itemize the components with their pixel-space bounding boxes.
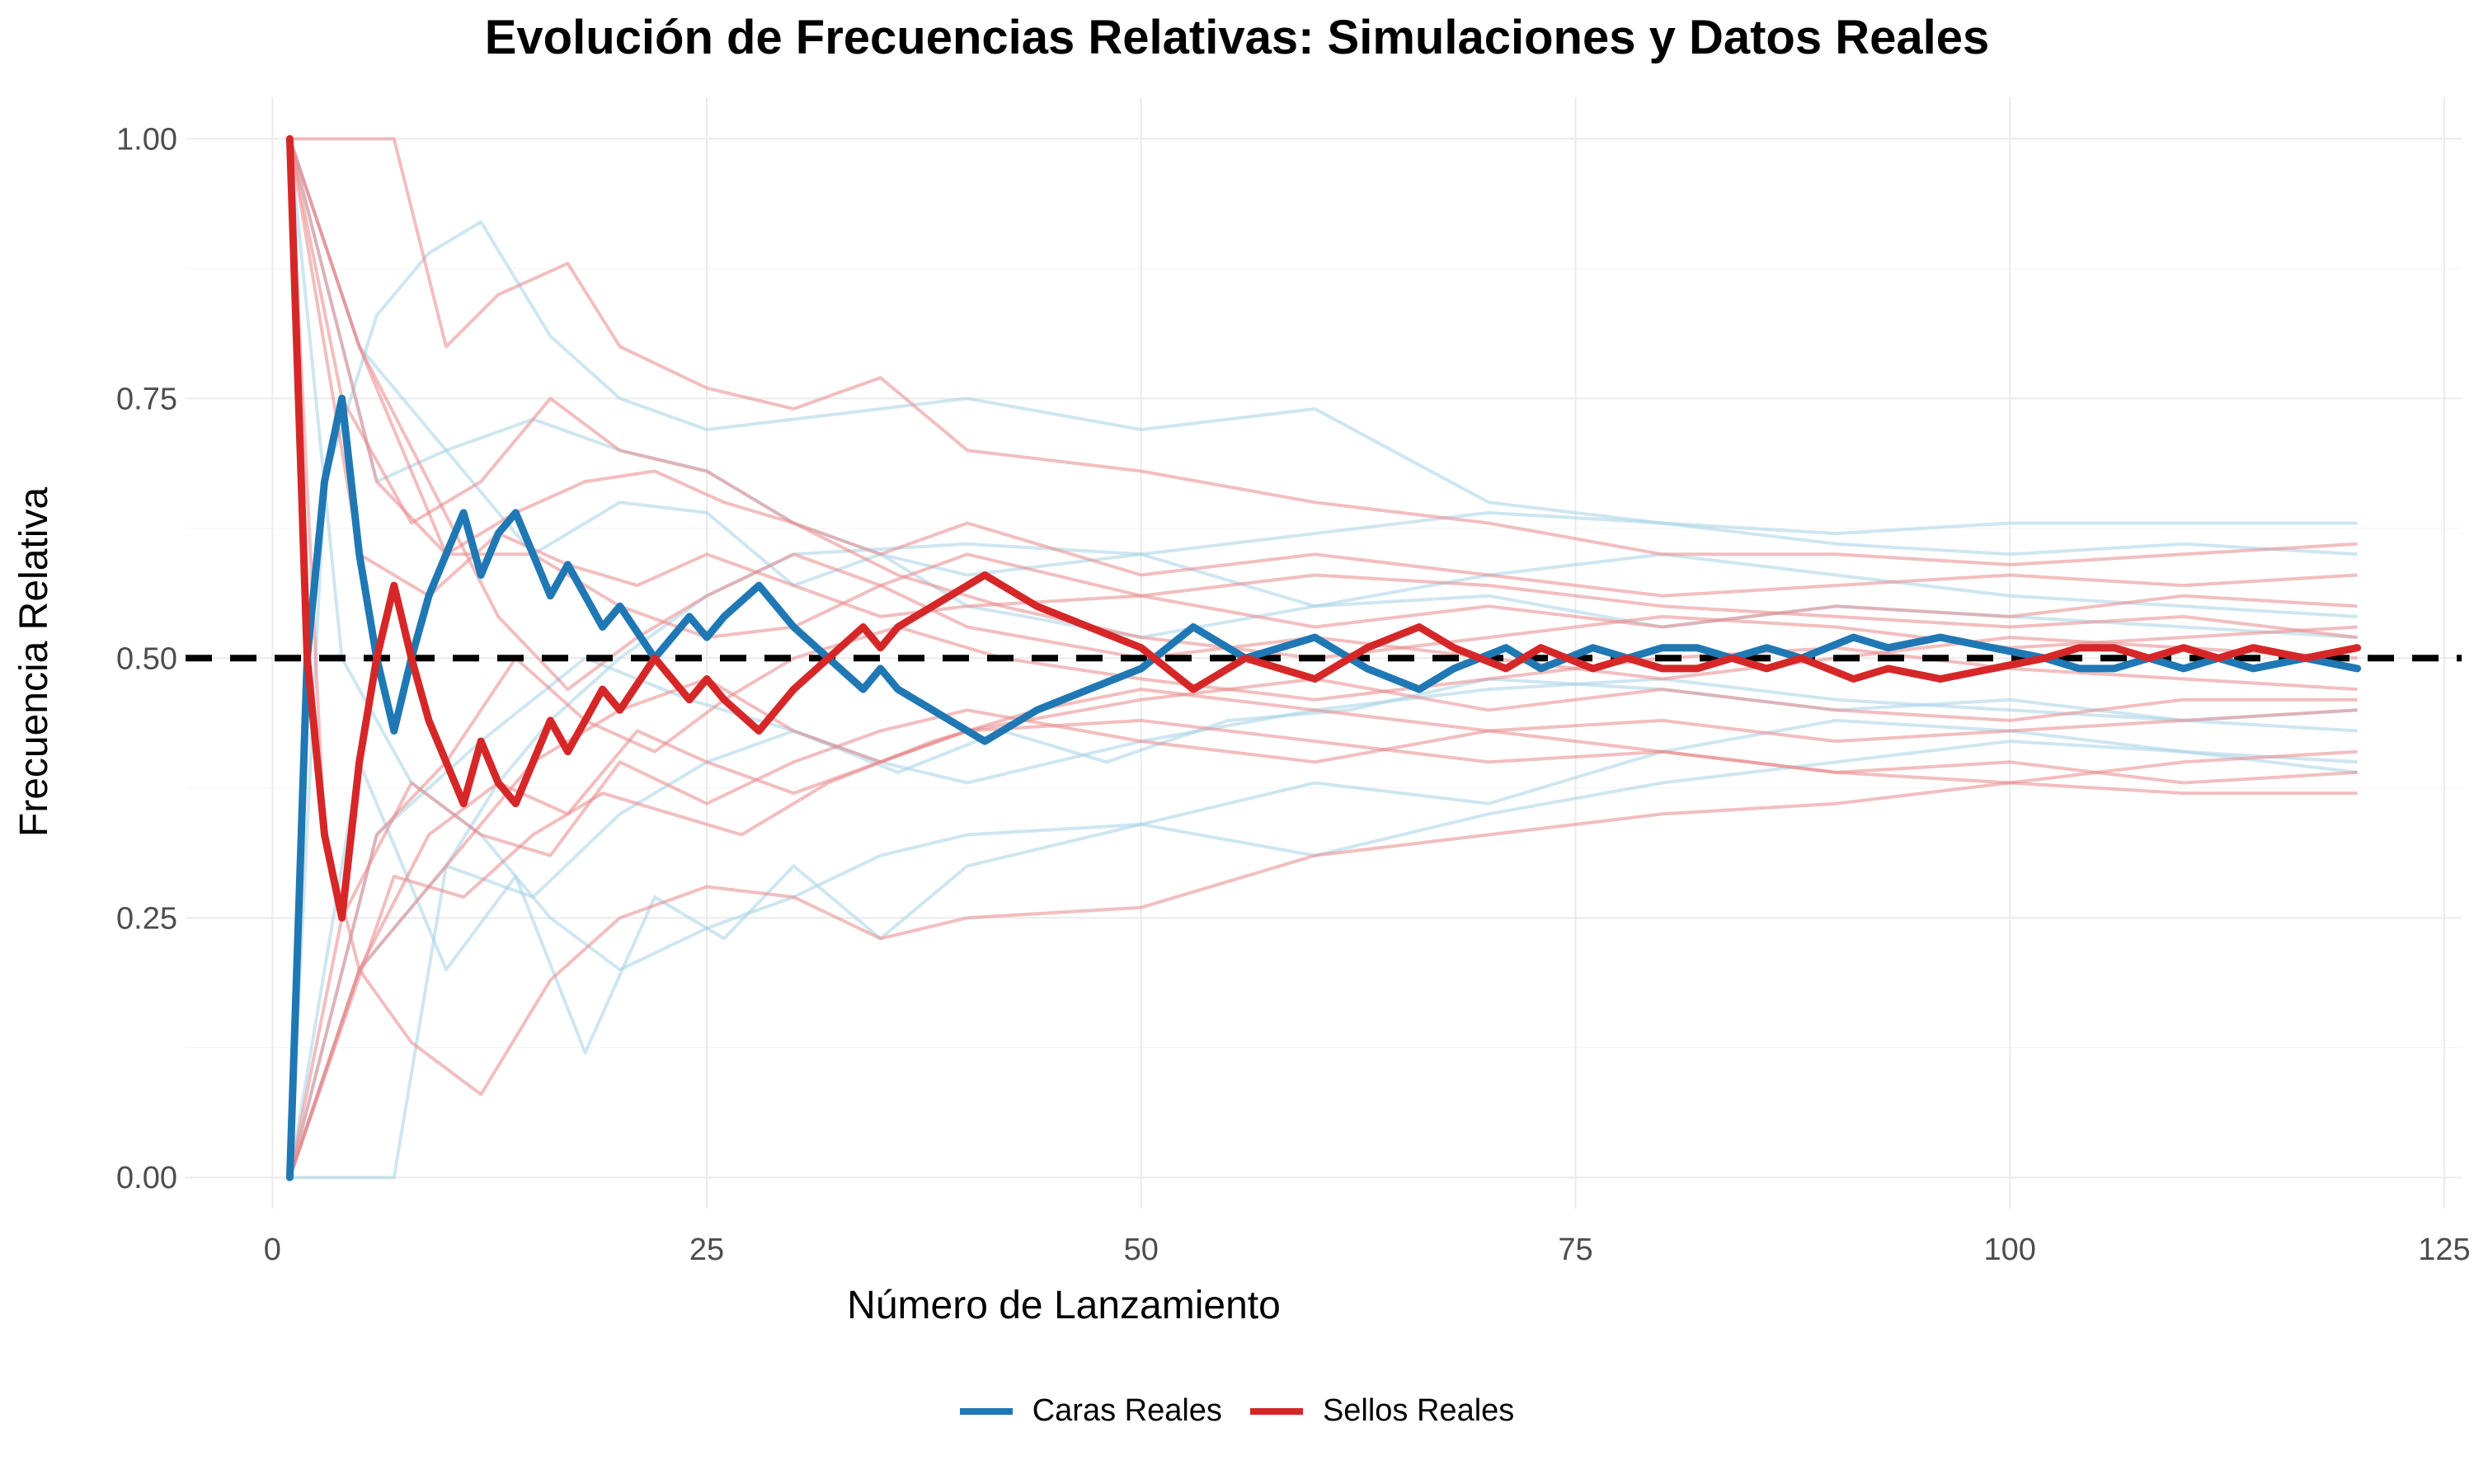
- sim-caras-line-0: [289, 510, 2358, 1180]
- sim-sellos-line-11: [288, 677, 2358, 1178]
- sim-sellos-line-9: [288, 688, 2358, 1178]
- y-tick-label-3: 0.75: [116, 382, 177, 416]
- sim-caras-line-7: [288, 656, 2358, 1178]
- y-tick-label-4: 1.00: [116, 122, 177, 157]
- legend-item-sellos: Sellos Reales: [1249, 1393, 1515, 1429]
- x-tick-label-0: 0: [264, 1233, 281, 1267]
- sim-sellos-line-6: [288, 138, 2358, 660]
- sim-sellos-line-7: [288, 625, 2358, 1178]
- sim-caras-line-2: [288, 718, 2358, 1178]
- y-tick-label-0: 0.00: [116, 1161, 177, 1195]
- y-tick-label-1: 0.25: [116, 901, 177, 936]
- sim-sellos-line-0: [289, 137, 2358, 566]
- sim-sellos-line-1: [288, 139, 2358, 1097]
- series-line-caras: [285, 394, 2362, 1181]
- y-axis-title: Frecuencia Relativa: [12, 487, 56, 838]
- legend-item-caras: Caras Reales: [959, 1393, 1222, 1429]
- x-tick-label-3: 75: [1558, 1233, 1592, 1267]
- x-tick-label-2: 50: [1124, 1233, 1159, 1267]
- legend-label-caras: Caras Reales: [1032, 1393, 1222, 1428]
- sim-caras-line-1: [288, 220, 2358, 1178]
- legend: Caras Reales Sellos Reales: [0, 1393, 2474, 1429]
- sim-caras-line-5: [288, 677, 2358, 1178]
- sim-sellos-line-2: [288, 139, 2358, 598]
- chart-title: Evolución de Frecuencias Relativas: Simu…: [484, 11, 1990, 64]
- sim-sellos-line-8: [288, 138, 2358, 692]
- x-tick-label-1: 25: [689, 1233, 724, 1267]
- x-tick-label-4: 100: [1984, 1233, 2036, 1267]
- series-line-sellos: [285, 134, 2362, 922]
- real-series-lines: [285, 134, 2362, 1181]
- x-axis-title: Número de Lanzamiento: [847, 1284, 1281, 1327]
- x-tick-label-5: 125: [2418, 1233, 2470, 1267]
- sim-sellos-line-10: [288, 138, 2358, 640]
- tick-labels: 0.00 0.25 0.50 0.75 1.00 0 25 50 75 100 125: [116, 122, 2471, 1267]
- grid-layer: [186, 97, 2462, 1209]
- legend-label-sellos: Sellos Reales: [1322, 1393, 1515, 1428]
- y-tick-label-2: 0.50: [116, 641, 177, 676]
- sim-sellos-line-3: [288, 708, 2358, 1178]
- sim-caras-line-4: [288, 138, 2358, 618]
- legend-swatch-sellos: [1249, 1407, 1303, 1415]
- sim-sellos-line-5: [288, 677, 2358, 1178]
- legend-swatch-caras: [959, 1407, 1013, 1415]
